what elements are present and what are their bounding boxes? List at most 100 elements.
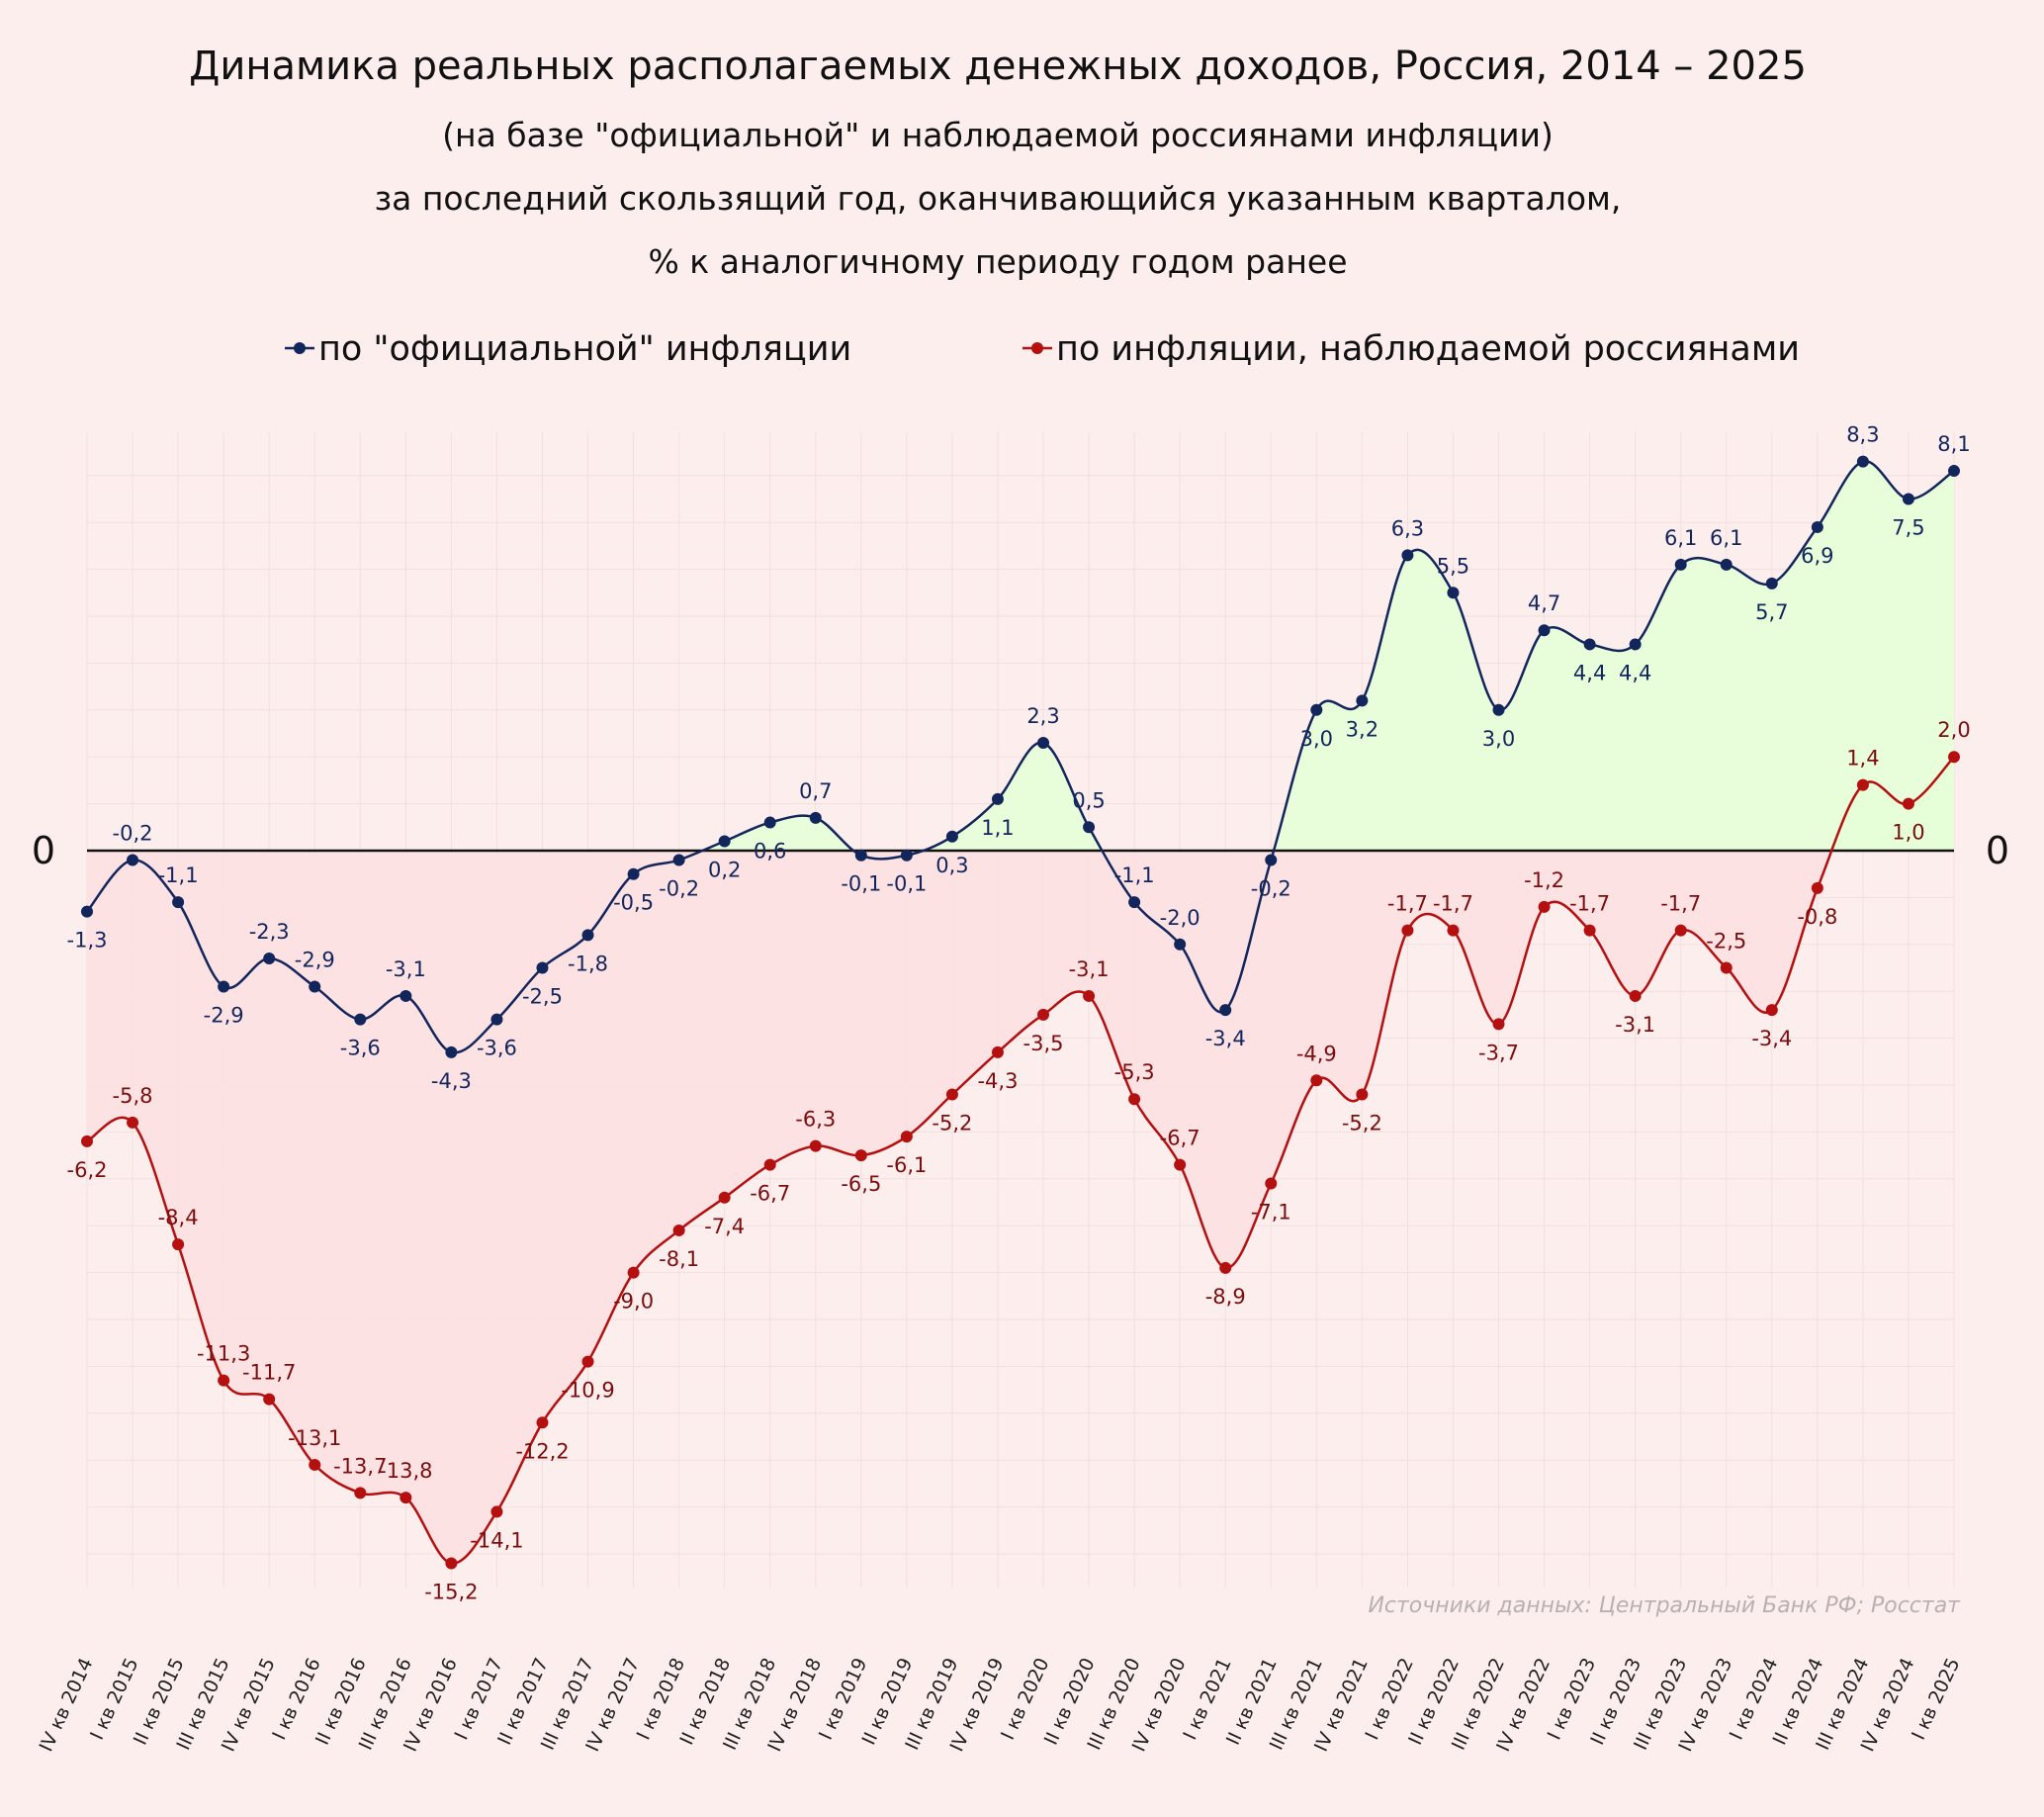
data-point-official <box>718 835 731 848</box>
data-label-official: 8,3 <box>1846 423 1879 447</box>
area-fills <box>87 461 1954 1564</box>
data-point-official <box>1811 520 1823 533</box>
data-label-official: -2,3 <box>249 920 290 944</box>
data-label-observed: -6,3 <box>795 1108 836 1132</box>
data-point-observed <box>1902 797 1914 810</box>
data-label-observed: -14,1 <box>470 1528 523 1552</box>
legend-marker-official <box>294 342 306 354</box>
data-label-official: 0,3 <box>935 854 968 877</box>
data-label-official: 0,2 <box>708 859 741 882</box>
data-label-observed: -1,7 <box>1569 892 1610 916</box>
data-point-official <box>1856 455 1869 468</box>
data-point-official <box>809 811 822 824</box>
data-label-official: -3,6 <box>477 1037 517 1060</box>
legend-label-observed: по инфляции, наблюдаемой россиянами <box>1056 329 1800 369</box>
data-label-observed: -3,4 <box>1751 1027 1792 1050</box>
data-label-observed: -0,8 <box>1797 905 1837 929</box>
data-label-observed: -6,2 <box>67 1158 108 1182</box>
data-label-observed: -7,1 <box>1251 1201 1291 1225</box>
data-label-observed: -6,7 <box>1160 1127 1200 1150</box>
data-point-observed <box>900 1131 913 1143</box>
data-label-observed: -6,5 <box>841 1172 881 1196</box>
data-label-observed: -3,1 <box>1615 1013 1655 1037</box>
data-label-observed: -3,1 <box>1069 957 1110 981</box>
legend-marker-observed <box>1031 342 1043 354</box>
data-point-observed <box>991 1045 1004 1058</box>
data-point-official <box>991 792 1004 805</box>
data-point-observed <box>1174 1158 1187 1171</box>
data-label-observed: -5,2 <box>1342 1111 1382 1135</box>
data-point-official <box>672 854 685 866</box>
data-point-official <box>1265 854 1278 866</box>
data-label-observed: -9,0 <box>613 1290 654 1314</box>
data-label-observed: -13,1 <box>288 1426 341 1450</box>
data-label-observed: -1,7 <box>1387 892 1428 916</box>
data-label-observed: -11,7 <box>242 1361 296 1385</box>
data-label-official: 0,7 <box>799 779 832 803</box>
data-label-observed: -6,1 <box>886 1153 927 1177</box>
data-label-official: -3,1 <box>386 957 426 981</box>
data-point-observed <box>1356 1088 1369 1101</box>
data-point-official <box>581 929 594 942</box>
data-label-official: 1,1 <box>981 816 1014 840</box>
data-point-observed <box>1310 1074 1323 1087</box>
data-label-official: -2,9 <box>204 1003 244 1027</box>
data-label-official: -1,8 <box>568 952 608 975</box>
chart-subtitle-1: (на базе "официальной" и наблюдаемой рос… <box>442 116 1554 154</box>
data-label-official: 6,1 <box>1664 526 1697 550</box>
data-point-observed <box>445 1557 458 1570</box>
data-point-observed <box>1811 881 1823 894</box>
data-point-official <box>354 1013 367 1026</box>
data-label-official: -3,6 <box>340 1037 381 1060</box>
data-point-official <box>172 896 185 909</box>
data-label-observed: -5,8 <box>113 1084 153 1108</box>
data-point-official <box>263 953 276 965</box>
data-point-official <box>1948 465 1960 478</box>
data-point-observed <box>81 1135 93 1147</box>
data-point-observed <box>945 1088 958 1101</box>
data-label-observed: -8,1 <box>659 1247 699 1271</box>
data-label-official: -2,0 <box>1160 906 1200 930</box>
data-point-observed <box>1083 989 1096 1002</box>
data-point-official <box>1538 624 1551 637</box>
chart-title: Динамика реальных располагаемых денежных… <box>189 44 1807 89</box>
data-point-official <box>1356 694 1369 707</box>
data-label-official: 0,6 <box>754 840 786 863</box>
data-point-observed <box>536 1416 549 1429</box>
data-label-official: 3,0 <box>1482 727 1515 751</box>
data-label-official: 6,1 <box>1710 526 1742 550</box>
data-label-observed: -2,5 <box>1706 930 1746 954</box>
data-point-observed <box>718 1191 731 1204</box>
data-label-official: 2,3 <box>1026 704 1059 728</box>
data-point-observed <box>1538 900 1551 913</box>
data-point-observed <box>1219 1261 1232 1274</box>
data-point-official <box>81 905 93 918</box>
series-line-observed <box>86 756 1955 1565</box>
data-label-official: -0,5 <box>613 891 654 915</box>
data-point-official <box>945 830 958 843</box>
data-point-observed <box>809 1139 822 1152</box>
data-point-observed <box>127 1116 139 1129</box>
data-point-observed <box>1765 1004 1778 1017</box>
data-point-official <box>1902 493 1914 505</box>
data-point-official <box>1447 587 1460 599</box>
data-label-official: -1,3 <box>67 929 108 953</box>
data-label-official: 0,5 <box>1072 788 1105 812</box>
data-point-official <box>763 816 776 829</box>
area-positive <box>87 461 1954 851</box>
data-point-observed <box>1583 924 1596 937</box>
data-point-observed <box>1720 961 1733 974</box>
data-label-official: -2,5 <box>522 985 563 1009</box>
data-label-observed: -4,3 <box>977 1069 1018 1093</box>
data-label-observed: 1,4 <box>1846 747 1879 771</box>
data-point-observed <box>1856 778 1869 791</box>
data-label-official: 5,7 <box>1755 600 1788 624</box>
data-point-observed <box>263 1393 276 1406</box>
data-point-observed <box>1128 1093 1141 1106</box>
data-point-observed <box>1629 989 1642 1002</box>
data-point-official <box>1583 638 1596 651</box>
data-label-official: 5,5 <box>1437 554 1469 578</box>
data-label-observed: -1,7 <box>1433 892 1473 916</box>
data-point-official <box>627 867 640 880</box>
data-label-official: -4,3 <box>431 1069 472 1093</box>
